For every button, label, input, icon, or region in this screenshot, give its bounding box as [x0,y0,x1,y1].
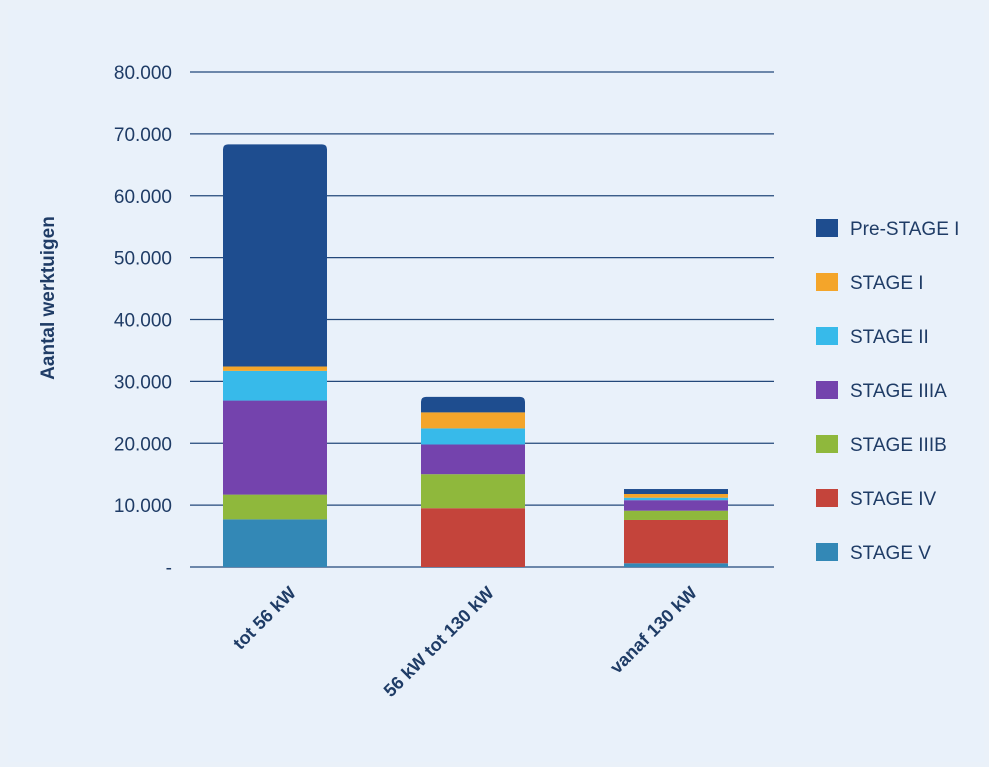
bar-segment [624,493,728,498]
x-axis-category-labels: tot 56 kW 56 kW tot 130 kW vanaf 130 kW [229,583,701,701]
legend-label: STAGE I [850,273,924,294]
bar-segment [624,510,728,520]
bar-segment [421,508,525,567]
bar-segment [223,519,327,567]
legend: Pre-STAGE I STAGE I STAGE II STAGE IIIA STAG… [816,219,959,564]
bar-segment [624,497,728,501]
x-category-label: vanaf 130 kW [606,583,701,678]
bar-stack [421,396,525,567]
legend-swatch [816,489,838,507]
y-tick-label: 70.000 [114,125,172,146]
legend-swatch [816,435,838,453]
bar-segment [223,494,327,520]
bar-segment [421,474,525,509]
legend-item: STAGE V [816,543,931,564]
y-tick-label: 80.000 [114,63,172,84]
legend-label: STAGE II [850,327,929,348]
bar-segment [421,428,525,445]
legend-item: STAGE I [816,273,924,294]
bar-segment [421,444,525,475]
legend-swatch [816,219,838,237]
legend-swatch [816,381,838,399]
bar-stack [223,144,327,567]
y-axis-title: Aantal werktuigen [38,216,59,380]
y-tick-label: 30.000 [114,372,172,393]
x-category-label: 56 kW tot 130 kW [380,583,498,701]
chart-frame: - 10.000 20.000 30.000 40.000 50.000 60.000 70.… [8,10,984,762]
legend-swatch [816,543,838,561]
y-tick-label: 60.000 [114,187,172,208]
bar-segment [223,400,327,495]
bar-segment [223,366,327,371]
legend-item: STAGE IIIA [816,381,947,402]
legend-label: STAGE IIIA [850,381,947,402]
legend-item: STAGE IIIB [816,435,947,456]
legend-label: STAGE V [850,543,931,564]
bar-segment [223,144,327,367]
bars [223,144,728,567]
bar-segment [421,412,525,429]
y-tick-label: 50.000 [114,249,172,270]
legend-item: STAGE II [816,327,929,348]
legend-item: STAGE IV [816,489,937,510]
y-axis-tick-labels: - 10.000 20.000 30.000 40.000 50.000 60.000 70.… [114,63,172,579]
bar-segment [223,370,327,401]
bar-stack [624,489,728,567]
legend-swatch [816,327,838,345]
bar-segment [624,519,728,564]
legend-label: STAGE IIIB [850,435,947,456]
y-tick-label: - [166,558,172,579]
y-tick-label: 20.000 [114,434,172,455]
bar-segment [624,500,728,511]
bar-segment [624,489,728,494]
y-tick-label: 40.000 [114,311,172,332]
legend-item: Pre-STAGE I [816,219,959,240]
legend-swatch [816,273,838,291]
legend-label: Pre-STAGE I [850,219,959,240]
y-tick-label: 10.000 [114,496,172,517]
x-category-label: tot 56 kW [229,583,300,654]
stacked-bar-chart: - 10.000 20.000 30.000 40.000 50.000 60.000 70.… [38,63,959,701]
bar-segment [624,563,728,567]
bar-segment [421,396,525,413]
legend-label: STAGE IV [850,489,937,510]
